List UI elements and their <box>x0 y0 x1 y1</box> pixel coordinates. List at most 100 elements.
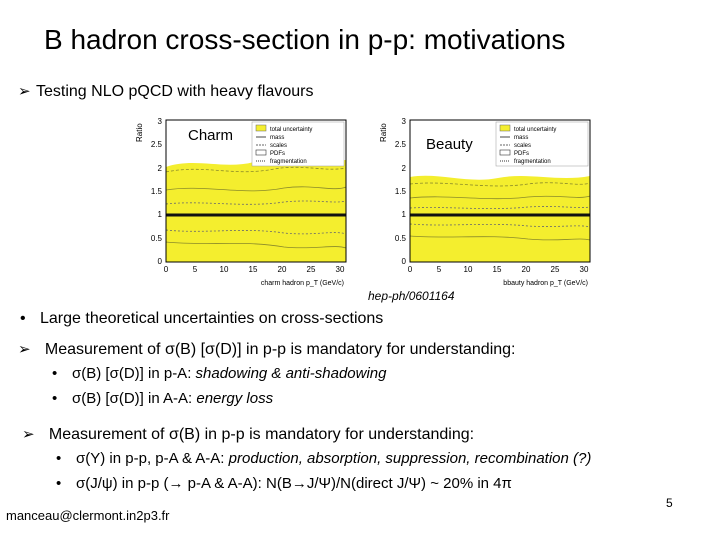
x-tick-label: 20 <box>278 265 287 274</box>
y-tick-label: 1.5 <box>395 187 407 196</box>
legend <box>251 121 345 167</box>
uncertainty-curve <box>409 235 591 241</box>
sub-bullet-aa: • σ(B) [σ(D)] in A-A: energy loss <box>52 390 273 407</box>
sub-bullet-upsilon: • σ(Υ) in p-p, p-A & A-A: production, abs… <box>56 450 591 467</box>
x-tick-label: 0 <box>164 265 169 274</box>
x-tick-label: 30 <box>336 265 345 274</box>
uncertainty-curve <box>165 241 347 249</box>
sub-bullet-pa: • σ(B) [σ(D)] in p-A: shadowing & anti-sh… <box>52 365 387 382</box>
x-tick-label: 30 <box>580 265 589 274</box>
x-tick-label: 10 <box>220 265 229 274</box>
y-axis-label: Ratio <box>379 123 388 142</box>
legend-label: scales <box>270 143 287 149</box>
legend-label: fragmentation <box>514 159 551 165</box>
y-tick-label: 0 <box>158 257 163 266</box>
x-tick-label: 5 <box>437 265 442 274</box>
sub-bullet-jpsi: • σ(J/ψ) in p-p (→ p-A & A-A): N(B→J/Ψ)/N… <box>56 475 512 492</box>
uncertainty-curve <box>165 186 347 192</box>
legend-swatch <box>499 149 511 156</box>
y-tick-label: 1 <box>158 210 163 219</box>
dot-bullet-icon: • <box>52 365 58 382</box>
plot-frame <box>165 119 347 263</box>
uncertainty-curve <box>165 200 347 205</box>
sub-bullet-jpsi-text: σ(J/ψ) in p-p (→ p-A & A-A): N(B→J/Ψ)/N(… <box>76 475 512 492</box>
y-tick-label: 1.5 <box>151 187 163 196</box>
dot-bullet-icon: • <box>20 310 26 327</box>
legend-label: total uncertainty <box>514 127 556 133</box>
x-tick-label: 15 <box>249 265 258 274</box>
bullet-uncertainties-text: Large theoretical uncertainties on cross… <box>40 310 384 327</box>
legend-label: fragmentation <box>270 159 307 165</box>
uncertainty-curve <box>409 206 591 209</box>
y-tick-label: 1 <box>402 210 407 219</box>
arrow-bullet-icon: ➢ <box>18 341 31 358</box>
x-tick-label: 0 <box>408 265 413 274</box>
y-axis-label: Ratio <box>135 123 144 142</box>
legend-label: total uncertainty <box>270 127 312 133</box>
chart-label-box <box>184 123 242 145</box>
uncertainty-curve <box>409 195 591 200</box>
slide-title: B hadron cross-section in p-p: motivatio… <box>44 24 566 55</box>
legend <box>495 121 589 167</box>
uncertainty-band <box>410 175 590 262</box>
uncertainty-curve <box>165 229 347 235</box>
x-tick-label: 15 <box>493 265 502 274</box>
uncertainty-curve <box>409 223 591 228</box>
sub-bullet-upsilon-italic: production, absorption, suppression, rec… <box>228 450 592 467</box>
sub-bullet-aa-prefix: σ(B) [σ(D)] in A-A: <box>72 390 197 407</box>
y-tick-label: 0.5 <box>151 234 163 243</box>
bullet-sigma-b-d-text: Measurement of σ(B) [σ(D)] in p-p is man… <box>44 341 516 358</box>
legend-label: mass <box>270 135 284 141</box>
y-tick-label: 0 <box>402 257 407 266</box>
x-tick-label: 25 <box>551 265 560 274</box>
arrow-bullet-icon: ➢ <box>18 83 31 100</box>
uncertainty-band <box>166 158 346 262</box>
bullet-nlo: ➢ Testing NLO pQCD with heavy flavours <box>18 82 313 101</box>
charm-figure: Ratio 0 0.5 1 1.5 2 2.5 3 0 5 10 15 20 2… <box>135 117 347 287</box>
legend-label: mass <box>514 135 528 141</box>
chart-label: Beauty <box>426 136 473 153</box>
beauty-figure: Ratio 0 0.5 1 1.5 2 2.5 3 0 5 10 15 20 2… <box>379 117 591 287</box>
sub-bullet-upsilon-prefix: σ(Υ) in p-p, p-A & A-A: <box>76 450 229 467</box>
legend-swatch <box>255 124 267 132</box>
legend-label: PDFs <box>514 151 529 157</box>
x-tick-label: 25 <box>307 265 316 274</box>
reference: hep-ph/0601164 <box>368 289 455 303</box>
y-tick-label: 2 <box>158 164 163 173</box>
x-tick-labels: 0 5 10 15 20 25 30 <box>408 265 589 274</box>
x-tick-labels: 0 5 10 15 20 25 30 <box>164 265 345 274</box>
bullet-nlo-text: Testing NLO pQCD with heavy flavours <box>36 83 314 100</box>
y-tick-label: 0.5 <box>395 234 407 243</box>
uncertainty-curve <box>409 182 591 187</box>
dot-bullet-icon: • <box>56 475 62 492</box>
legend-swatch <box>255 149 267 156</box>
y-tick-label: 2.5 <box>151 140 163 149</box>
sub-bullet-pa-italic: shadowing & anti-shadowing <box>195 365 387 382</box>
page-number: 5 <box>666 496 673 510</box>
legend-label: PDFs <box>270 151 285 157</box>
dot-bullet-icon: • <box>52 390 58 407</box>
plot-frame <box>409 119 591 263</box>
legend-label: scales <box>514 143 531 149</box>
arrow-bullet-icon: ➢ <box>22 426 35 443</box>
y-tick-label: 3 <box>158 117 163 126</box>
bullet-sigma-b: ➢ Measurement of σ(B) in p-p is mandator… <box>22 425 474 444</box>
y-tick-labels: 0 0.5 1 1.5 2 2.5 3 <box>395 117 407 266</box>
dot-bullet-icon: • <box>56 450 62 467</box>
x-tick-label: 10 <box>464 265 473 274</box>
bullet-uncertainties: • Large theoretical uncertainties on cros… <box>20 310 383 328</box>
chart-label: Charm <box>188 127 233 144</box>
y-tick-label: 2.5 <box>395 140 407 149</box>
sub-bullet-aa-italic: energy loss <box>196 390 274 407</box>
y-tick-label: 2 <box>402 164 407 173</box>
x-tick-label: 5 <box>193 265 198 274</box>
y-tick-labels: 0 0.5 1 1.5 2 2.5 3 <box>151 117 163 266</box>
y-tick-label: 3 <box>402 117 407 126</box>
chart-label-box <box>422 130 482 156</box>
x-tick-label: 20 <box>522 265 531 274</box>
footer-email: manceau@clermont.in2p3.fr <box>6 508 170 523</box>
sub-bullet-pa-prefix: σ(B) [σ(D)] in p-A: <box>72 365 196 382</box>
x-axis-label: bbauty hadron p_T (GeV/c) <box>503 280 588 287</box>
bullet-sigma-b-text: Measurement of σ(B) in p-p is mandatory … <box>48 426 475 443</box>
bullet-sigma-b-d: ➢ Measurement of σ(B) [σ(D)] in p-p is m… <box>18 340 516 359</box>
